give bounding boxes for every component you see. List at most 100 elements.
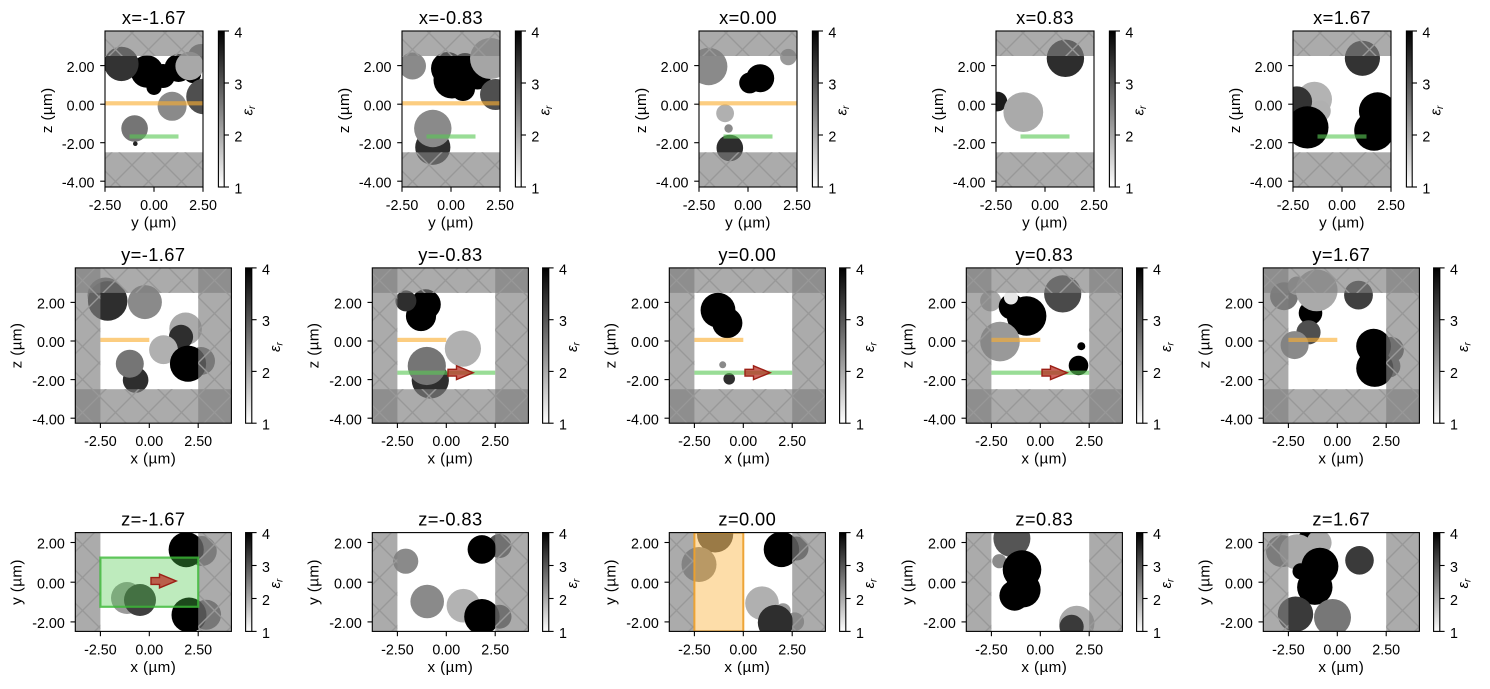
svg-text:-2.00: -2.00	[953, 137, 986, 153]
svg-text:0.00: 0.00	[140, 198, 168, 214]
svg-text:3: 3	[531, 78, 539, 94]
svg-text:z (µm): z (µm)	[336, 87, 353, 133]
svg-text:y=-0.83: y=-0.83	[418, 244, 482, 265]
svg-text:2: 2	[1153, 366, 1161, 382]
svg-text:x (µm): x (µm)	[1318, 659, 1364, 676]
svg-text:2.00: 2.00	[1255, 60, 1283, 76]
svg-text:2: 2	[262, 593, 270, 609]
svg-text:-2.50: -2.50	[89, 198, 122, 214]
svg-text:1: 1	[1450, 418, 1458, 434]
svg-text:-2.50: -2.50	[84, 434, 117, 450]
svg-text:1: 1	[262, 626, 270, 642]
svg-text:2: 2	[234, 130, 242, 146]
svg-text:εr: εr	[268, 578, 285, 588]
svg-text:1: 1	[856, 626, 864, 642]
svg-text:-2.50: -2.50	[1272, 642, 1305, 658]
svg-text:2.00: 2.00	[928, 537, 956, 553]
svg-text:-2.00: -2.00	[359, 137, 392, 153]
svg-text:0.00: 0.00	[1323, 642, 1351, 658]
svg-text:0.00: 0.00	[661, 98, 689, 114]
svg-text:x=0.00: x=0.00	[719, 7, 777, 28]
svg-text:2: 2	[1450, 593, 1458, 609]
svg-text:y (µm): y (µm)	[305, 559, 322, 605]
svg-text:0.00: 0.00	[631, 576, 659, 592]
svg-text:3: 3	[1153, 314, 1161, 330]
svg-text:3: 3	[1422, 78, 1430, 94]
svg-text:0.00: 0.00	[67, 98, 95, 114]
svg-text:εr: εr	[1456, 341, 1473, 351]
svg-text:2.00: 2.00	[928, 297, 956, 313]
svg-text:2: 2	[1125, 130, 1133, 146]
svg-text:x (µm): x (µm)	[724, 659, 770, 676]
svg-text:0.00: 0.00	[928, 576, 956, 592]
svg-text:0.00: 0.00	[334, 576, 362, 592]
svg-text:εr: εr	[241, 105, 258, 115]
svg-text:y (µm): y (µm)	[602, 559, 619, 605]
svg-text:x (µm): x (µm)	[130, 451, 176, 468]
svg-text:4: 4	[559, 527, 567, 543]
svg-text:2.50: 2.50	[189, 198, 217, 214]
svg-text:0.00: 0.00	[1031, 198, 1059, 214]
svg-text:3: 3	[1450, 560, 1458, 576]
svg-text:-2.00: -2.00	[923, 616, 956, 632]
svg-text:-2.50: -2.50	[1277, 198, 1310, 214]
svg-text:-2.50: -2.50	[381, 434, 414, 450]
svg-text:y=-1.67: y=-1.67	[121, 244, 185, 265]
svg-text:-2.50: -2.50	[980, 198, 1013, 214]
svg-text:x=-0.83: x=-0.83	[419, 7, 483, 28]
svg-text:2: 2	[1153, 593, 1161, 609]
svg-text:z (µm): z (µm)	[1227, 87, 1244, 133]
svg-text:-4.00: -4.00	[1250, 175, 1283, 191]
svg-text:1: 1	[1153, 418, 1161, 434]
svg-text:y (µm): y (µm)	[725, 215, 771, 232]
svg-text:-2.50: -2.50	[678, 434, 711, 450]
svg-text:εr: εr	[1132, 105, 1149, 115]
svg-text:1: 1	[1450, 626, 1458, 642]
svg-text:-2.00: -2.00	[62, 137, 95, 153]
svg-text:-2.50: -2.50	[975, 642, 1008, 658]
svg-text:-4.00: -4.00	[359, 175, 392, 191]
svg-text:4: 4	[262, 527, 270, 543]
svg-text:εr: εr	[1159, 578, 1176, 588]
svg-text:εr: εr	[565, 341, 582, 351]
svg-text:-2.00: -2.00	[1220, 374, 1253, 390]
svg-text:2.50: 2.50	[184, 434, 212, 450]
svg-text:3: 3	[856, 314, 864, 330]
svg-text:2.00: 2.00	[631, 537, 659, 553]
svg-text:1: 1	[559, 626, 567, 642]
svg-text:-4.00: -4.00	[62, 175, 95, 191]
svg-text:0.00: 0.00	[958, 98, 986, 114]
svg-text:4: 4	[234, 26, 242, 42]
svg-text:-2.00: -2.00	[626, 374, 659, 390]
svg-text:0.00: 0.00	[1026, 642, 1054, 658]
svg-text:0.00: 0.00	[334, 335, 362, 351]
svg-text:z=-1.67: z=-1.67	[121, 509, 185, 530]
svg-text:3: 3	[559, 314, 567, 330]
svg-text:0.00: 0.00	[1225, 335, 1253, 351]
svg-text:1: 1	[234, 182, 242, 198]
svg-text:0.00: 0.00	[928, 335, 956, 351]
svg-text:-2.00: -2.00	[329, 616, 362, 632]
svg-text:-4.00: -4.00	[32, 412, 65, 428]
svg-text:x (µm): x (µm)	[1021, 659, 1067, 676]
svg-text:0.00: 0.00	[729, 642, 757, 658]
svg-text:z (µm): z (µm)	[602, 323, 619, 369]
svg-text:2.50: 2.50	[1075, 642, 1103, 658]
svg-text:y (µm): y (µm)	[1319, 215, 1365, 232]
svg-text:4: 4	[1153, 527, 1161, 543]
svg-text:x=0.83: x=0.83	[1016, 7, 1074, 28]
svg-text:2.00: 2.00	[1225, 537, 1253, 553]
svg-text:-2.00: -2.00	[656, 137, 689, 153]
svg-text:1: 1	[1422, 182, 1430, 198]
svg-text:y (µm): y (µm)	[899, 559, 916, 605]
svg-text:εr: εr	[835, 105, 852, 115]
svg-text:-4.00: -4.00	[626, 412, 659, 428]
svg-text:εr: εr	[565, 578, 582, 588]
svg-text:2.50: 2.50	[481, 434, 509, 450]
svg-text:2.00: 2.00	[631, 297, 659, 313]
svg-text:1: 1	[1125, 182, 1133, 198]
svg-text:-2.50: -2.50	[678, 642, 711, 658]
svg-text:y=1.67: y=1.67	[1312, 244, 1370, 265]
svg-text:0.00: 0.00	[432, 642, 460, 658]
svg-text:-4.00: -4.00	[656, 175, 689, 191]
